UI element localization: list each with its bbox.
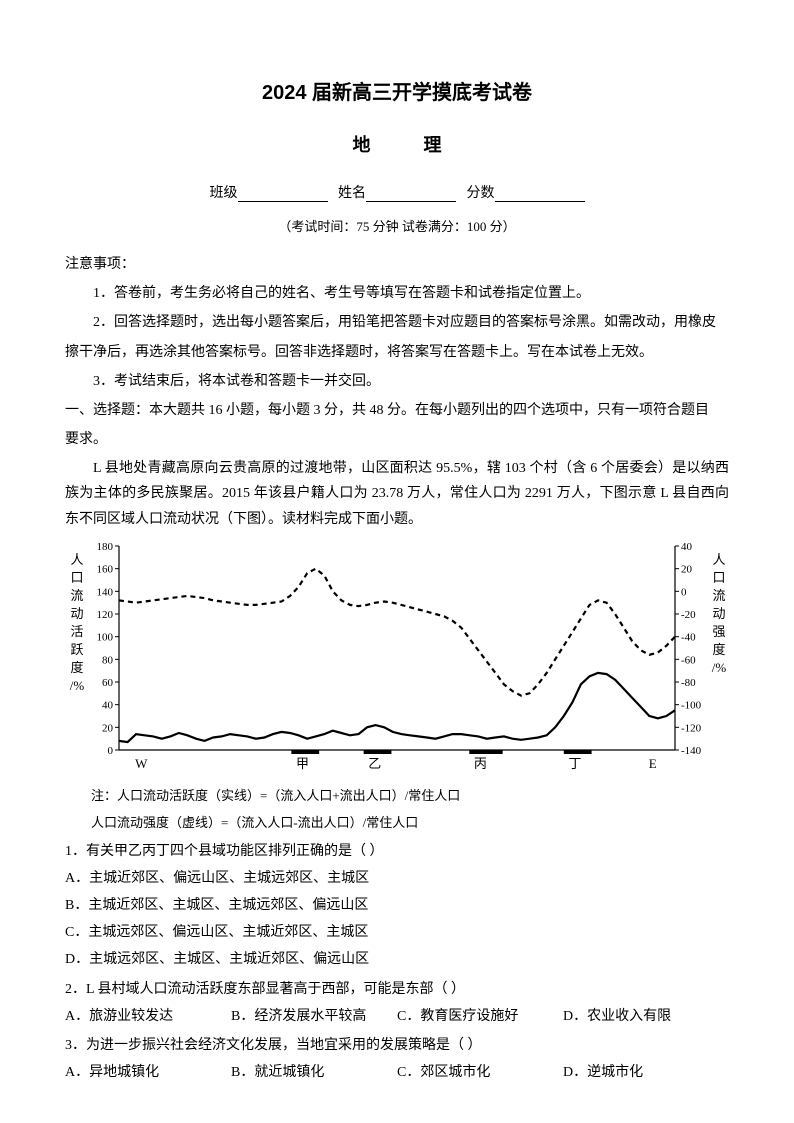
question-1: 1．有关甲乙丙丁四个县域功能区排列正确的是（ ） — [65, 839, 729, 864]
svg-text:度: 度 — [712, 642, 725, 657]
svg-text:跃: 跃 — [70, 642, 83, 657]
svg-text:甲: 甲 — [296, 756, 309, 771]
svg-text:动: 动 — [712, 606, 725, 621]
q2-options: A．旅游业较发达 B．经济发展水平较高 C．教育医疗设施好 D．农业收入有限 — [65, 1004, 729, 1029]
notice-3: 3．考试结束后，将本试卷和答题卡一并交回。 — [65, 369, 729, 394]
notice-1: 1．答卷前，考生务必将自己的姓名、考生号等填写在答题卡和试卷指定位置上。 — [65, 281, 729, 306]
notice-2a: 2．回答选择题时，选出每小题答案后，用铅笔把答题卡对应题目的答案标号涂黑。如需改… — [65, 310, 729, 335]
passage-1: L 县地处青藏高原向云贵高原的过渡地带，山区面积达 95.5%，辖 103 个村… — [65, 456, 729, 532]
svg-text:0: 0 — [108, 745, 114, 757]
chart-note-1: 注：人口流动活跃度（实线）=（流入人口+流出人口）/常住人口 — [65, 784, 729, 807]
svg-text:-140: -140 — [681, 745, 702, 757]
svg-text:-20: -20 — [681, 609, 696, 621]
svg-text:-40: -40 — [681, 632, 696, 644]
q2-opt-a: A．旅游业较发达 — [65, 1004, 231, 1029]
svg-text:人: 人 — [70, 552, 83, 567]
class-label: 班级 — [210, 186, 238, 201]
svg-text:E: E — [649, 756, 657, 771]
svg-text:160: 160 — [97, 564, 114, 576]
q3-options: A．异地城镇化 B．就近城镇化 C．郊区城市化 D．逆城市化 — [65, 1060, 729, 1085]
q1-opt-b: B．主城近郊区、主城区、主城远郊区、偏远山区 — [65, 893, 729, 918]
name-label: 姓名 — [338, 186, 366, 201]
q2-opt-c: C．教育医疗设施好 — [397, 1004, 563, 1029]
exam-info: （考试时间：75 分钟 试卷满分：100 分） — [65, 215, 729, 238]
svg-text:-100: -100 — [681, 700, 702, 712]
q3-opt-d: D．逆城市化 — [563, 1060, 729, 1085]
score-label: 分数 — [467, 186, 495, 201]
svg-text:口: 口 — [70, 570, 83, 585]
q3-opt-a: A．异地城镇化 — [65, 1060, 231, 1085]
svg-text:乙: 乙 — [368, 756, 381, 771]
population-chart: 0 20 40 60 80 100 120 140 160 180 40 20 0 -20 -40 -60 -8… — [65, 538, 729, 778]
class-blank[interactable] — [238, 186, 328, 202]
notice-head: 注意事项： — [65, 252, 729, 277]
svg-text:140: 140 — [97, 586, 114, 598]
svg-text:40: 40 — [681, 541, 693, 553]
svg-text:动: 动 — [70, 606, 83, 621]
svg-text:丁: 丁 — [568, 756, 581, 771]
svg-text:0: 0 — [681, 586, 687, 598]
svg-text:20: 20 — [681, 564, 693, 576]
student-info-line: 班级 姓名 分数 — [65, 181, 729, 206]
svg-text:-80: -80 — [681, 677, 696, 689]
q2-opt-d: D．农业收入有限 — [563, 1004, 729, 1029]
svg-text:/%: /% — [712, 660, 727, 675]
svg-text:180: 180 — [97, 541, 114, 553]
subject-title: 地 理 — [65, 129, 729, 161]
svg-text:100: 100 — [97, 632, 114, 644]
chart-note-2: 人口流动强度（虚线）=（流入人口-流出人口）/常住人口 — [65, 811, 729, 834]
score-blank[interactable] — [495, 186, 585, 202]
svg-text:20: 20 — [102, 722, 114, 734]
svg-text:80: 80 — [102, 654, 114, 666]
svg-text:度: 度 — [70, 660, 83, 675]
svg-text:流: 流 — [70, 588, 83, 603]
svg-text:口: 口 — [712, 570, 725, 585]
svg-text:/%: /% — [70, 678, 85, 693]
q3-opt-b: B．就近城镇化 — [231, 1060, 397, 1085]
svg-text:-60: -60 — [681, 654, 696, 666]
svg-text:强: 强 — [712, 624, 725, 639]
name-blank[interactable] — [366, 186, 456, 202]
notice-2b: 擦干净后，再选涂其他答案标号。回答非选择题时，将答案写在答题卡上。写在本试卷上无… — [65, 340, 729, 365]
svg-text:120: 120 — [97, 609, 114, 621]
svg-text:40: 40 — [102, 700, 114, 712]
section1-a: 一、选择题：本大题共 16 小题，每小题 3 分，共 48 分。在每小题列出的四… — [65, 398, 729, 423]
svg-text:-120: -120 — [681, 722, 702, 734]
svg-text:W: W — [135, 756, 148, 771]
svg-text:流: 流 — [712, 588, 725, 603]
question-2: 2．L 县村域人口流动活跃度东部显著高于西部，可能是东部（ ） — [65, 977, 729, 1002]
q3-opt-c: C．郊区城市化 — [397, 1060, 563, 1085]
svg-text:丙: 丙 — [474, 756, 487, 771]
q2-opt-b: B．经济发展水平较高 — [231, 1004, 397, 1029]
svg-text:活: 活 — [70, 624, 83, 639]
q1-opt-c: C．主城远郊区、偏远山区、主城近郊区、主城区 — [65, 920, 729, 945]
q1-opt-a: A．主城近郊区、偏远山区、主城远郊区、主城区 — [65, 866, 729, 891]
svg-text:60: 60 — [102, 677, 114, 689]
q1-opt-d: D．主城远郊区、主城区、主城近郊区、偏远山区 — [65, 947, 729, 972]
exam-title: 2024 届新高三开学摸底考试卷 — [65, 75, 729, 111]
question-3: 3．为进一步振兴社会经济文化发展，当地宜采用的发展策略是（ ） — [65, 1033, 729, 1058]
section1-b: 要求。 — [65, 427, 729, 452]
svg-text:人: 人 — [712, 552, 725, 567]
